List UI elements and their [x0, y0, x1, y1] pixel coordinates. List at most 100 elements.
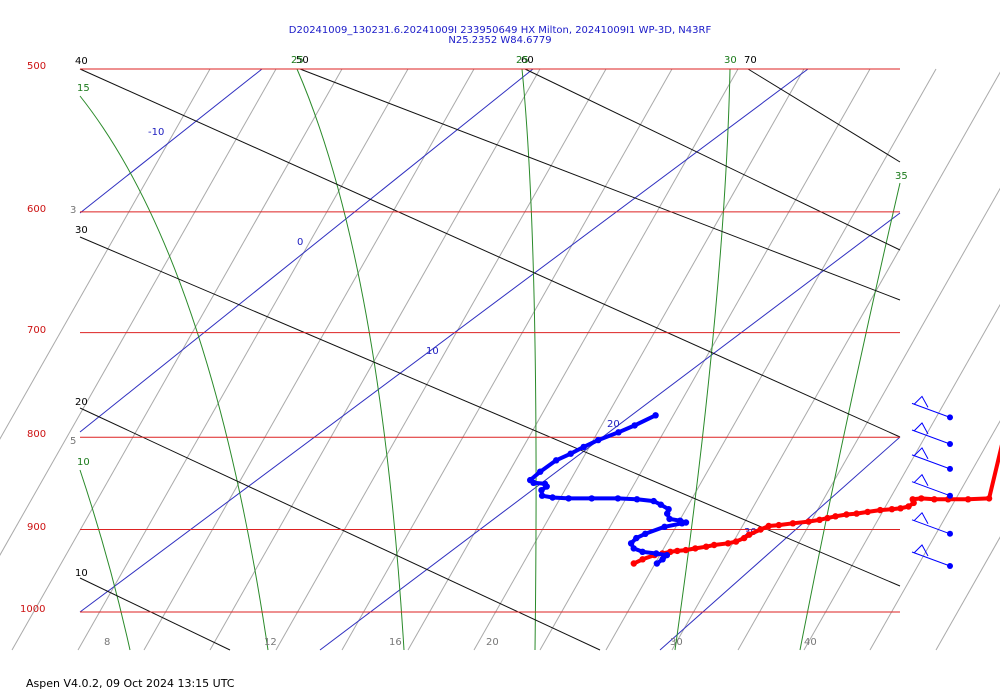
mixing-ratio-label: 70	[744, 55, 757, 66]
moist-adiabat-line	[79, 95, 269, 651]
temperature-tick-label: 40	[804, 637, 817, 648]
moist-adiabat-line	[79, 469, 131, 651]
pressure-tick-label: 700	[27, 325, 46, 336]
chart-title-line-2: N25.2352 W84.6779	[448, 35, 551, 46]
wind-barb-flag	[913, 511, 929, 525]
sounding-point	[853, 510, 860, 517]
sounding-point	[816, 516, 823, 523]
footer-version: Aspen V4.0.2, 09 Oct 2024 13:15 UTC	[26, 677, 235, 690]
sounding-point	[659, 556, 666, 563]
sounding-point	[630, 545, 637, 552]
isotherm-line	[319, 212, 901, 651]
moist-adiabat-label: 25	[516, 55, 529, 66]
dry-adiabat-line	[11, 68, 343, 651]
dry-adiabat-line	[407, 68, 739, 651]
sounding-point	[665, 506, 672, 513]
sounding-point	[692, 545, 699, 552]
sounding-point	[674, 547, 681, 555]
sounding-point	[553, 457, 560, 464]
isotherm-label: 0	[297, 237, 303, 248]
sounding-trace	[631, 444, 1000, 566]
sounding-point	[653, 560, 661, 567]
sounding-point	[897, 505, 904, 512]
pressure-axis: 500 600 700 800 900 1000	[20, 61, 46, 615]
wind-barbs	[911, 395, 953, 569]
sounding-point	[614, 495, 622, 502]
sounding-point	[964, 496, 972, 503]
dry-adiabat-line	[473, 68, 805, 651]
dry-adiabat-line	[803, 303, 1000, 651]
sounding-point	[682, 519, 690, 526]
mixing-ratio-line	[79, 236, 901, 587]
moist-adiabat-line	[296, 68, 405, 651]
isotherm-line	[79, 68, 809, 613]
sounding-point	[630, 560, 637, 567]
sounding-point	[765, 522, 772, 530]
sounding-point	[663, 551, 671, 559]
sounding-point	[615, 429, 622, 436]
dry-adiabat-line	[209, 68, 541, 651]
sounding-point	[985, 495, 993, 502]
wind-barb-staff	[911, 519, 951, 535]
sounding-point	[652, 412, 659, 419]
sounding-point	[757, 526, 764, 533]
sounding-point	[642, 530, 649, 537]
moist-adiabat-line	[799, 182, 901, 651]
sounding-point	[931, 496, 938, 503]
dry-adiabat-label: 5	[70, 436, 76, 447]
wind-barb-point	[947, 530, 953, 537]
sounding-point	[789, 520, 797, 527]
sounding-point	[877, 506, 884, 514]
sounding-point	[538, 492, 546, 499]
line-labels: 40 30 20 10 50 60 70 15 10 25 25 30 35 -…	[70, 55, 908, 579]
sounding-point	[588, 495, 595, 502]
wind-barb-point	[947, 563, 953, 569]
wind-barb-staff	[911, 402, 951, 418]
sounding-point	[864, 508, 871, 516]
pressure-tick-label: 800	[27, 429, 46, 440]
moist-adiabat-line	[674, 68, 731, 651]
sounding-point	[918, 495, 925, 502]
pressure-tick-label: 1000	[20, 604, 45, 615]
sounding-point	[627, 540, 635, 547]
sounding-point	[537, 468, 544, 475]
sounding-point	[724, 540, 732, 547]
moist-adiabat-label: 30	[724, 55, 737, 66]
sounding-point	[905, 503, 912, 510]
mixing-ratio-line	[524, 68, 901, 251]
sounding-point	[909, 496, 916, 503]
mixing-ratio-line	[747, 68, 901, 163]
sounding-traces	[527, 412, 1000, 567]
sounding-point	[745, 531, 753, 538]
sounding-point	[580, 443, 587, 451]
sounding-point	[843, 511, 850, 518]
sounding-point	[538, 487, 545, 494]
temperature-tick-label: 20	[486, 637, 499, 648]
isotherm-line	[659, 436, 901, 651]
moist-adiabat-line	[521, 68, 537, 651]
sounding-point	[805, 518, 812, 525]
pressure-tick-label: 600	[27, 204, 46, 215]
sounding-point	[657, 501, 664, 508]
wind-barb-staff	[911, 481, 951, 497]
sounding-point	[676, 517, 684, 524]
wind-barb-flag	[913, 422, 929, 435]
sounding-point	[595, 436, 602, 444]
sounding-point	[710, 541, 718, 549]
sounding-point	[832, 513, 839, 520]
dry-adiabat-line	[77, 68, 409, 651]
temperature-tick-label: 30	[670, 637, 683, 648]
isotherm-label: 10	[426, 346, 439, 357]
mixing-ratio-line	[79, 577, 231, 651]
sounding-point	[824, 514, 831, 522]
sounding-point	[633, 534, 640, 542]
mixing-ratio-line	[79, 68, 901, 438]
wind-barb-flag	[913, 447, 929, 460]
sounding-point	[888, 506, 896, 513]
temperature-tick-label: 16	[389, 637, 402, 648]
chart-title: D20241009_130231.6.20241009I 233950649 H…	[289, 25, 712, 46]
isotherm-label: 20	[607, 419, 620, 430]
mixing-ratio-label: 10	[75, 568, 88, 579]
moist-adiabat-label: 10	[77, 457, 90, 468]
